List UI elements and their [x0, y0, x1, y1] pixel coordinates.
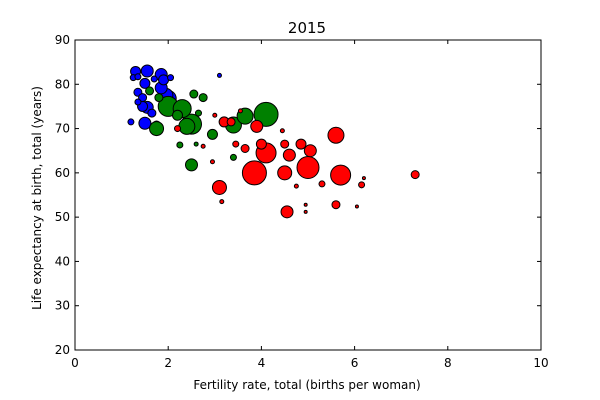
y-tick-label: 20	[55, 343, 70, 357]
data-point	[303, 209, 308, 214]
data-point	[174, 125, 182, 133]
y-tick-label: 70	[55, 122, 70, 136]
data-point	[194, 109, 202, 117]
data-point	[145, 86, 155, 96]
x-tick-label: 8	[444, 356, 452, 370]
data-point	[327, 126, 345, 144]
data-point	[354, 204, 359, 209]
data-point	[277, 165, 293, 181]
data-point	[189, 89, 199, 99]
data-point	[176, 141, 184, 149]
data-point	[140, 64, 154, 78]
data-point	[219, 199, 225, 205]
data-point	[209, 159, 215, 165]
y-axis-label: Life expectancy at birth, total (years)	[30, 86, 44, 310]
data-point	[147, 108, 157, 118]
data-point	[206, 128, 218, 140]
data-point	[241, 160, 267, 186]
data-point	[212, 112, 218, 118]
data-point	[178, 117, 196, 135]
y-tick-label: 30	[55, 299, 70, 313]
chart-title: 2015	[288, 19, 326, 37]
y-tick-label: 50	[55, 210, 70, 224]
y-tick-label: 40	[55, 254, 70, 268]
data-point	[226, 117, 236, 127]
x-tick-label: 0	[71, 356, 79, 370]
y-tick-label: 60	[55, 166, 70, 180]
x-tick-label: 2	[164, 356, 172, 370]
y-tick-label: 80	[55, 77, 70, 91]
data-point	[361, 176, 366, 181]
data-point	[229, 153, 237, 161]
data-point	[240, 144, 250, 153]
data-point	[358, 181, 366, 189]
data-point	[255, 138, 267, 150]
axis-ticks: 0 2 4 6 8 10 20 30 40 50 60 70 80 90	[55, 33, 549, 370]
data-point	[331, 200, 341, 210]
data-point	[211, 179, 227, 195]
x-tick-label: 10	[533, 356, 548, 370]
data-point	[410, 170, 420, 180]
x-axis-label: Fertility rate, total (births per woman)	[193, 378, 420, 392]
data-point	[303, 144, 317, 158]
data-points	[127, 64, 420, 219]
plot-frame	[74, 39, 542, 351]
data-point	[138, 116, 152, 130]
data-point	[232, 140, 240, 148]
data-point	[198, 93, 208, 103]
data-point	[200, 143, 206, 149]
data-point	[150, 75, 158, 83]
y-tick-label: 90	[55, 33, 70, 47]
data-point	[134, 98, 142, 106]
data-point	[250, 119, 264, 133]
data-point	[280, 139, 290, 149]
data-point	[293, 183, 299, 189]
data-point	[280, 205, 294, 219]
data-point	[216, 72, 222, 78]
data-point	[154, 93, 164, 103]
x-tick-label: 6	[351, 356, 359, 370]
data-point	[139, 77, 151, 89]
data-point	[279, 128, 285, 134]
data-point	[318, 180, 326, 188]
data-point	[193, 141, 199, 147]
data-point	[158, 74, 170, 86]
data-point	[253, 101, 279, 127]
data-point	[127, 118, 135, 126]
data-point	[185, 158, 198, 172]
data-point	[295, 138, 307, 150]
data-point	[303, 202, 308, 207]
data-point	[282, 148, 296, 162]
data-point	[330, 164, 352, 186]
data-point	[167, 74, 175, 82]
data-point	[296, 156, 320, 180]
data-point	[172, 109, 184, 121]
data-point	[237, 108, 243, 114]
data-point	[134, 73, 142, 81]
data-point	[149, 121, 165, 137]
x-tick-label: 4	[258, 356, 266, 370]
data-point	[138, 93, 148, 103]
